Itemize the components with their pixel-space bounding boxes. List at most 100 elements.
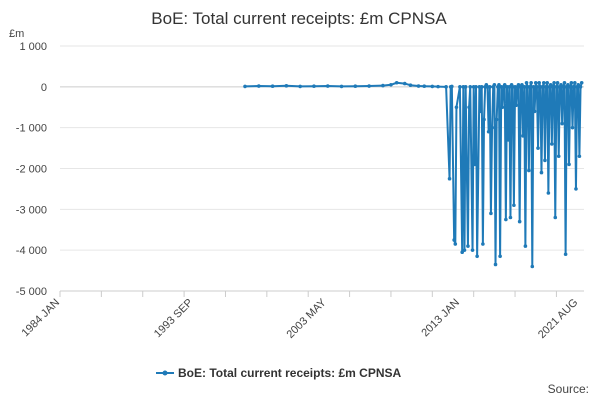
- y-axis: 1 000 0 -1 000 -2 000 -3 000 -4 000 -5 000: [16, 41, 47, 298]
- data-point: [467, 105, 471, 110]
- data-point: [478, 109, 483, 114]
- data-point: [458, 85, 462, 89]
- data-point: [507, 85, 512, 89]
- data-point: [521, 134, 525, 138]
- data-point: [576, 82, 581, 87]
- data-point: [556, 154, 561, 159]
- data-point: [482, 117, 486, 122]
- data-point: [460, 250, 464, 255]
- legend-label: BoE: Total current receipts: £m CPNSA: [178, 366, 401, 380]
- data-point: [532, 109, 537, 114]
- data-point: [487, 85, 492, 89]
- data-point: [500, 105, 505, 110]
- data-point: [489, 211, 493, 216]
- data-point: [394, 80, 399, 85]
- data-point: [541, 80, 546, 85]
- data-point: [574, 187, 578, 191]
- data-point: [573, 80, 577, 85]
- data-point: [381, 83, 385, 88]
- data-point: [454, 105, 459, 110]
- data-point: [512, 203, 516, 208]
- series-layer: [243, 80, 584, 269]
- source-label: Source:: [548, 382, 589, 396]
- y-tick-label: -5 000: [16, 286, 47, 298]
- data-point: [408, 83, 413, 87]
- x-tick-label: 1993 SEP: [152, 297, 196, 341]
- series-line: [244, 81, 583, 268]
- data-point: [533, 80, 538, 85]
- data-point: [452, 238, 456, 242]
- data-point: [508, 215, 513, 220]
- data-point: [535, 85, 539, 89]
- data-point: [367, 84, 371, 88]
- data-point: [466, 244, 470, 248]
- data-point: [473, 162, 477, 167]
- data-point: [453, 242, 458, 246]
- data-point: [298, 84, 302, 89]
- data-point: [562, 80, 567, 85]
- data-point: [578, 85, 583, 89]
- data-point: [552, 80, 556, 85]
- data-point: [568, 85, 573, 89]
- data-point: [479, 85, 484, 89]
- data-point: [551, 85, 555, 89]
- data-point: [520, 82, 524, 87]
- data-point: [243, 84, 247, 89]
- legend[interactable]: BoE: Total current receipts: £m CPNSA: [156, 366, 401, 380]
- data-point: [553, 215, 558, 220]
- data-point: [577, 154, 582, 159]
- data-point: [563, 252, 568, 257]
- data-point: [540, 85, 545, 89]
- data-point: [463, 85, 468, 89]
- data-point: [497, 82, 501, 87]
- data-point: [554, 85, 559, 89]
- data-point: [312, 84, 316, 89]
- x-tick-label: 2021 AUG: [536, 297, 580, 341]
- data-point: [389, 82, 393, 87]
- y-tick-label: -3 000: [16, 204, 47, 216]
- data-point: [544, 85, 548, 89]
- data-point: [579, 80, 584, 85]
- data-point: [498, 254, 502, 259]
- data-point: [543, 158, 547, 163]
- data-point: [546, 191, 551, 195]
- data-point: [416, 84, 421, 88]
- y-axis-unit-label: £m: [9, 28, 24, 40]
- data-point: [256, 84, 261, 88]
- data-point: [450, 84, 454, 89]
- data-point: [527, 168, 531, 173]
- chart-title: BoE: Total current receipts: £m CPNSA: [151, 9, 447, 28]
- data-point: [531, 85, 536, 89]
- data-point: [430, 84, 435, 89]
- legend-marker: [162, 370, 168, 376]
- data-point: [444, 85, 448, 89]
- data-point: [270, 84, 275, 89]
- data-point: [514, 103, 519, 108]
- data-point: [524, 80, 529, 85]
- data-point: [522, 85, 527, 89]
- data-point: [545, 80, 550, 85]
- data-point: [353, 84, 358, 89]
- data-point: [516, 82, 521, 87]
- data-point: [569, 80, 574, 85]
- data-point: [492, 82, 497, 87]
- data-point: [402, 81, 407, 86]
- y-tick-label: -4 000: [16, 245, 47, 257]
- data-point: [560, 121, 564, 126]
- x-axis: 1984 JAN 1993 SEP 2003 MAY 2013 JAN 2021 AUG: [19, 290, 584, 341]
- x-tick-label: 2003 MAY: [284, 296, 329, 341]
- data-point: [494, 117, 499, 122]
- data-point: [530, 264, 535, 269]
- data-point: [490, 125, 494, 130]
- data-point: [284, 84, 289, 88]
- data-point: [447, 176, 452, 181]
- data-point: [475, 254, 479, 259]
- data-point: [559, 82, 563, 87]
- x-tick-label: 2013 JAN: [419, 297, 462, 340]
- data-point: [470, 248, 475, 252]
- data-point: [529, 80, 533, 85]
- x-tick-label: 1984 JAN: [19, 297, 62, 340]
- y-tick-label: -2 000: [16, 164, 47, 176]
- data-point: [528, 85, 532, 89]
